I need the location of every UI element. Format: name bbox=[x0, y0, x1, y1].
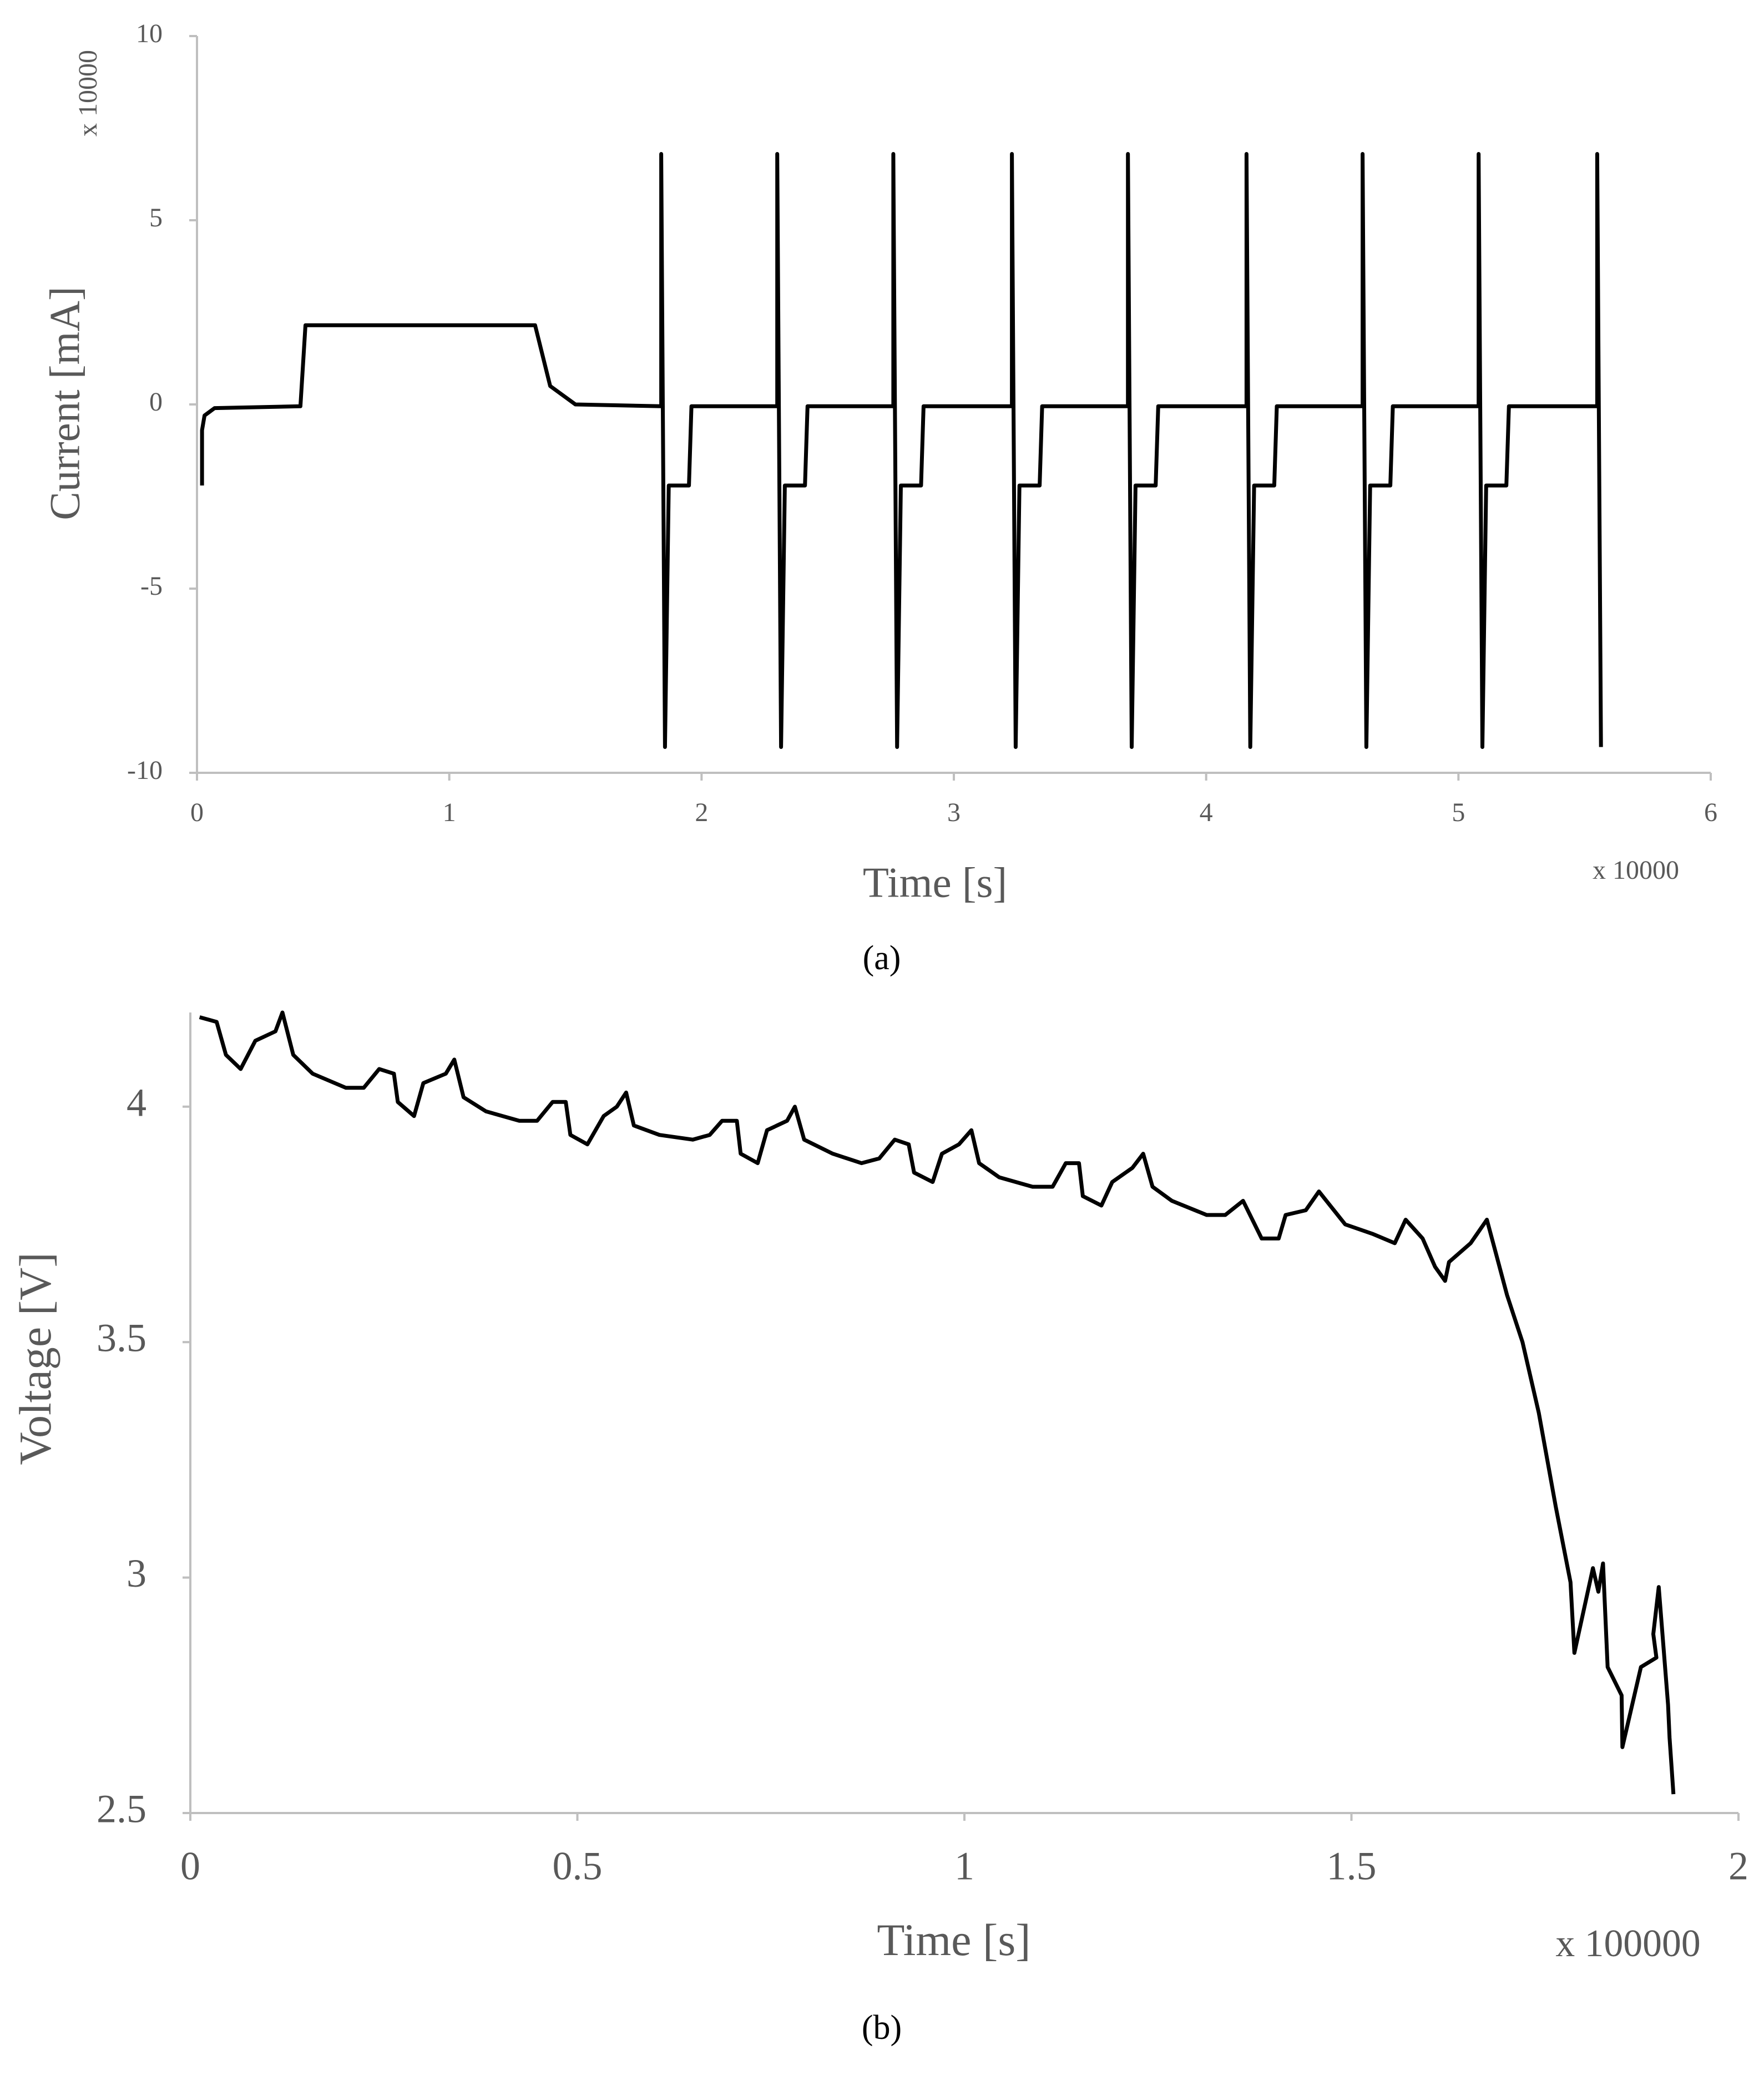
x-tick-label: 3 bbox=[947, 798, 961, 827]
data-line bbox=[199, 1010, 1676, 1795]
caption: (a) bbox=[863, 939, 901, 977]
x-tick-label: 2 bbox=[1728, 1844, 1748, 1888]
y-tick-label: 3.5 bbox=[97, 1316, 146, 1360]
y-axis-title: Current [mA] bbox=[41, 286, 89, 520]
x-tick-label: 4 bbox=[1200, 798, 1213, 827]
y-tick-label: 0 bbox=[149, 387, 163, 417]
x-tick-label: 0 bbox=[180, 1844, 200, 1888]
x-tick-label: 6 bbox=[1704, 798, 1717, 827]
caption: (b) bbox=[862, 2009, 902, 2047]
x-tick-label: 0 bbox=[190, 798, 204, 827]
x-tick-label: 5 bbox=[1452, 798, 1465, 827]
y-axis-title: Voltage [V] bbox=[10, 1252, 60, 1465]
x-axis-title: Time [s] bbox=[877, 1915, 1030, 1965]
y-tick-label: 5 bbox=[149, 203, 163, 232]
x-multiplier: x 10000 bbox=[1593, 855, 1679, 885]
y-tick-label: -5 bbox=[140, 571, 163, 601]
x-tick-label: 0.5 bbox=[553, 1844, 603, 1888]
data-line bbox=[200, 152, 1603, 749]
y-tick-label: 3 bbox=[127, 1551, 146, 1596]
x-tick-label: 1.5 bbox=[1327, 1844, 1377, 1888]
x-tick-label: 2 bbox=[695, 798, 708, 827]
y-multiplier: x 10000 bbox=[73, 50, 103, 136]
x-multiplier: x 100000 bbox=[1555, 1922, 1700, 1965]
y-tick-label: -10 bbox=[127, 756, 163, 785]
x-axis-title: Time [s] bbox=[863, 859, 1007, 907]
y-tick-label: 10 bbox=[136, 19, 163, 48]
x-tick-label: 1 bbox=[954, 1844, 974, 1888]
x-tick-label: 1 bbox=[443, 798, 456, 827]
y-tick-label: 4 bbox=[127, 1080, 146, 1125]
y-tick-label: 2.5 bbox=[97, 1787, 146, 1831]
